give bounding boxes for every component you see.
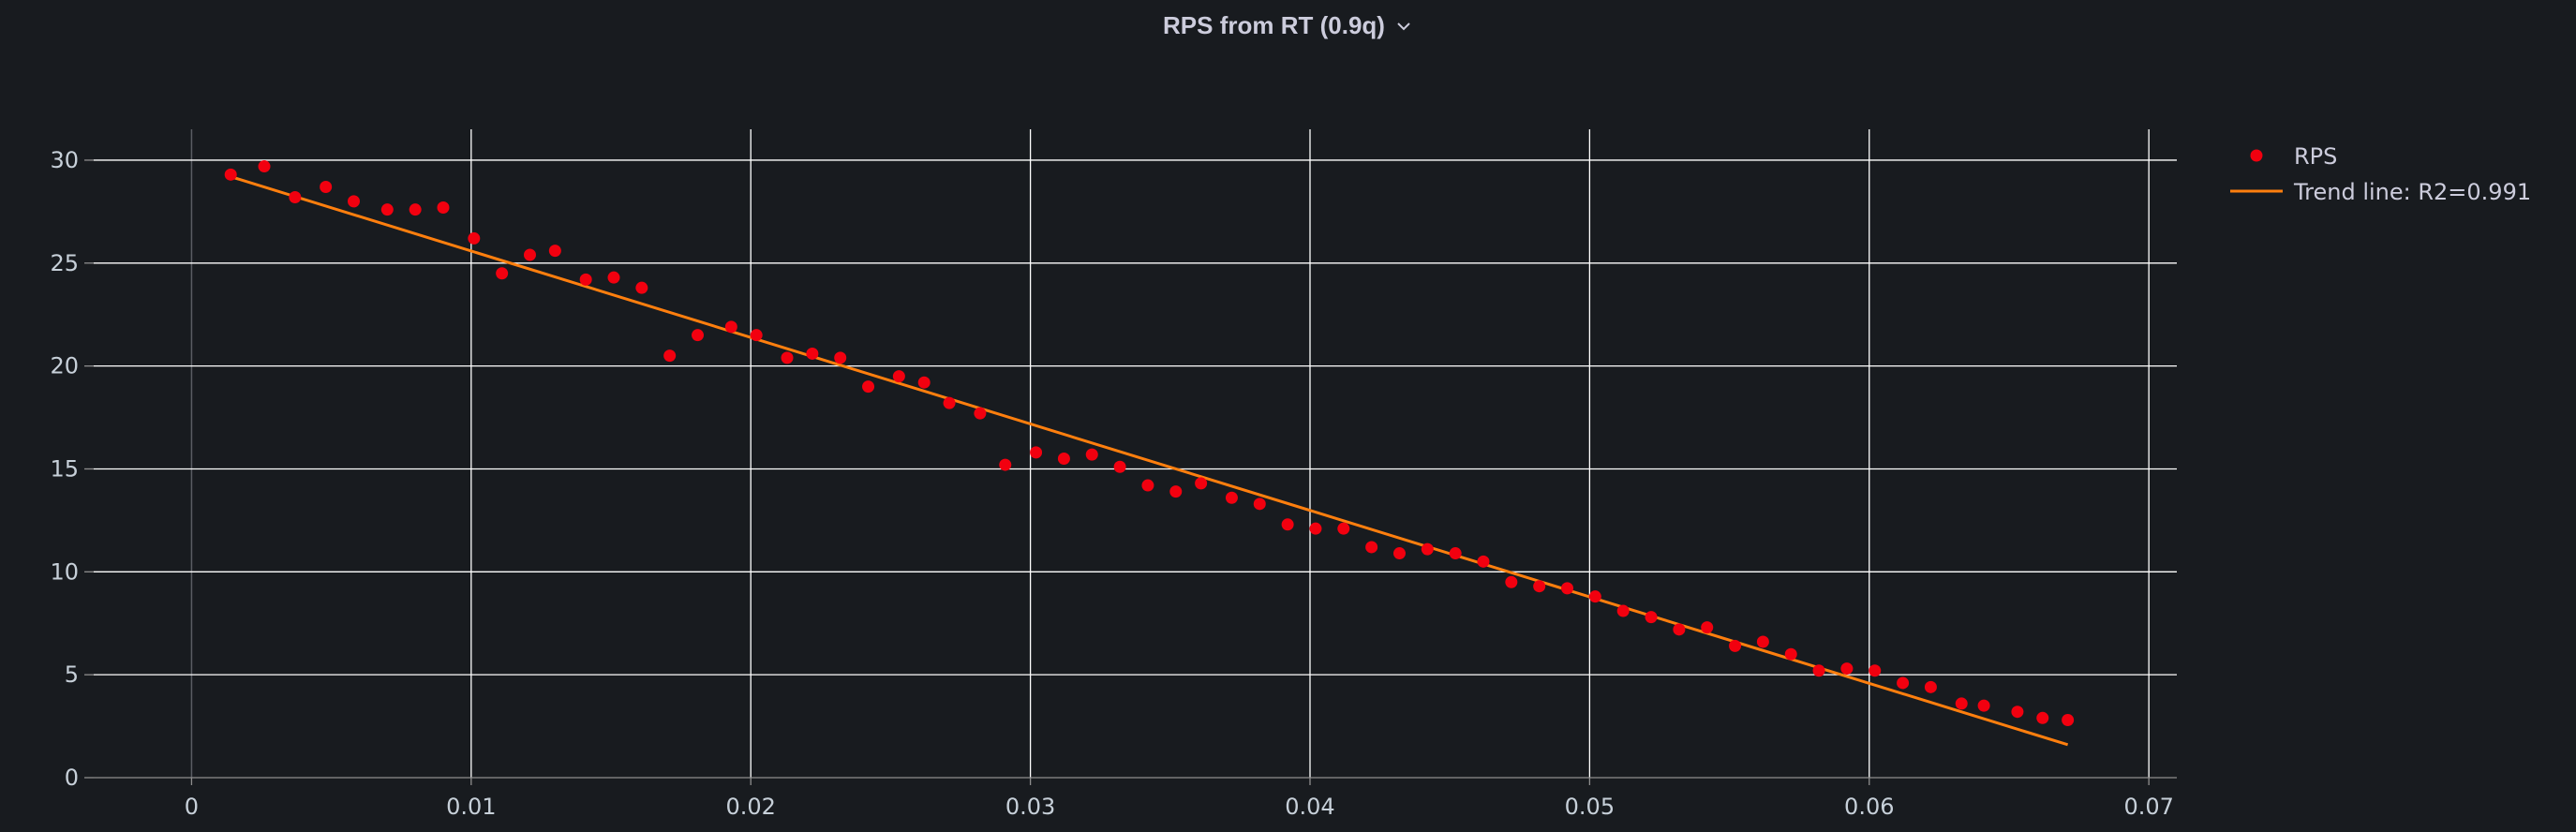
data-point[interactable]	[999, 458, 1012, 471]
x-tick-label: 0.05	[1565, 794, 1615, 820]
data-point[interactable]	[1645, 611, 1658, 624]
data-point[interactable]	[663, 349, 677, 363]
x-tick-label: 0.06	[1844, 794, 1894, 820]
legend-item[interactable]: Trend line: R2=0.991	[2230, 179, 2531, 205]
data-point[interactable]	[224, 168, 237, 181]
y-tick-label: 0	[65, 765, 79, 791]
panel-title[interactable]: RPS from RT (0.9q)	[1163, 11, 1385, 39]
x-tick-label: 0.04	[1285, 794, 1334, 820]
data-point[interactable]	[635, 281, 648, 294]
data-point[interactable]	[1030, 446, 1043, 459]
data-point[interactable]	[1281, 518, 1294, 531]
data-point[interactable]	[1812, 664, 1825, 677]
data-point[interactable]	[1533, 580, 1546, 593]
data-point[interactable]	[834, 351, 847, 364]
data-point[interactable]	[1840, 662, 1854, 676]
y-tick-label: 10	[50, 558, 79, 585]
data-point[interactable]	[1701, 621, 1714, 634]
data-point[interactable]	[1085, 448, 1098, 461]
data-point[interactable]	[892, 370, 905, 383]
data-point[interactable]	[750, 329, 763, 342]
data-point[interactable]	[496, 267, 509, 280]
data-point[interactable]	[1729, 639, 1742, 652]
axis-layer: 0 0.01 0.02 0.03 0.04 0.05 0.06 0.07 0 5 10 15 20 25 3…	[50, 147, 2173, 820]
x-tick-label: 0	[185, 794, 199, 820]
trend-line	[230, 175, 2069, 747]
data-point[interactable]	[1392, 547, 1406, 560]
data-point[interactable]	[1225, 491, 1238, 504]
x-tick-label: 0.01	[446, 794, 496, 820]
x-tick-label: 0.03	[1005, 794, 1055, 820]
data-point[interactable]	[380, 203, 394, 216]
data-point[interactable]	[258, 160, 271, 173]
data-point[interactable]	[1337, 522, 1350, 535]
data-point[interactable]	[523, 248, 536, 261]
data-point[interactable]	[1309, 522, 1322, 535]
data-point[interactable]	[806, 347, 819, 360]
data-point[interactable]	[1588, 590, 1601, 603]
legend-label: RPS	[2294, 143, 2337, 170]
data-point[interactable]	[1561, 582, 1574, 595]
legend-item[interactable]: RPS	[2250, 143, 2338, 170]
data-point[interactable]	[468, 231, 481, 245]
trend-layer	[230, 175, 2069, 747]
panel-header: RPS from RT (0.9q)	[0, 11, 2576, 40]
chevron-down-icon[interactable]	[1394, 17, 1413, 36]
x-tick-label: 0.07	[2123, 794, 2173, 820]
x-tick-label: 0.02	[725, 794, 775, 820]
legend-label: Trend line: R2=0.991	[2293, 179, 2531, 205]
data-point[interactable]	[548, 245, 561, 258]
data-point[interactable]	[1784, 647, 1797, 661]
y-tick-label: 15	[50, 455, 79, 482]
data-point[interactable]	[943, 396, 956, 409]
data-point[interactable]	[1505, 575, 1518, 588]
legend: RPS Trend line: R2=0.991	[2230, 143, 2531, 205]
data-point[interactable]	[1897, 676, 1910, 690]
y-tick-label: 20	[50, 353, 79, 379]
data-point[interactable]	[2011, 706, 2024, 719]
data-point[interactable]	[1253, 498, 1266, 511]
data-point[interactable]	[781, 351, 794, 364]
data-point[interactable]	[437, 201, 450, 214]
data-point[interactable]	[1477, 555, 1490, 568]
data-point[interactable]	[289, 191, 302, 203]
data-point[interactable]	[1756, 635, 1769, 648]
data-point[interactable]	[1673, 623, 1686, 636]
data-point[interactable]	[1869, 664, 1882, 677]
data-point[interactable]	[2036, 711, 2049, 724]
data-point[interactable]	[1924, 680, 1937, 693]
data-point[interactable]	[1169, 485, 1183, 498]
data-point[interactable]	[862, 380, 875, 394]
data-point[interactable]	[607, 271, 620, 284]
data-point[interactable]	[692, 329, 705, 342]
data-point[interactable]	[1195, 477, 1208, 490]
data-point[interactable]	[1057, 452, 1070, 465]
data-point[interactable]	[409, 203, 422, 216]
data-point[interactable]	[1616, 604, 1630, 617]
data-point[interactable]	[974, 407, 987, 420]
data-point[interactable]	[724, 320, 737, 334]
data-point[interactable]	[320, 181, 333, 194]
data-point[interactable]	[1113, 460, 1126, 473]
legend-marker-swatch	[2250, 149, 2263, 162]
data-point[interactable]	[917, 376, 931, 389]
y-tick-label: 25	[50, 250, 79, 276]
data-point[interactable]	[1955, 697, 1968, 710]
data-point[interactable]	[1449, 547, 1462, 560]
data-point[interactable]	[1365, 541, 1378, 554]
data-point[interactable]	[1421, 542, 1434, 556]
points-layer	[224, 160, 2075, 726]
data-point[interactable]	[348, 195, 360, 208]
y-tick-label: 30	[50, 147, 79, 173]
data-point[interactable]	[1977, 699, 1990, 712]
data-point[interactable]	[2062, 713, 2075, 726]
data-point[interactable]	[579, 273, 592, 286]
data-point[interactable]	[1141, 479, 1154, 492]
y-tick-label: 5	[65, 661, 79, 688]
